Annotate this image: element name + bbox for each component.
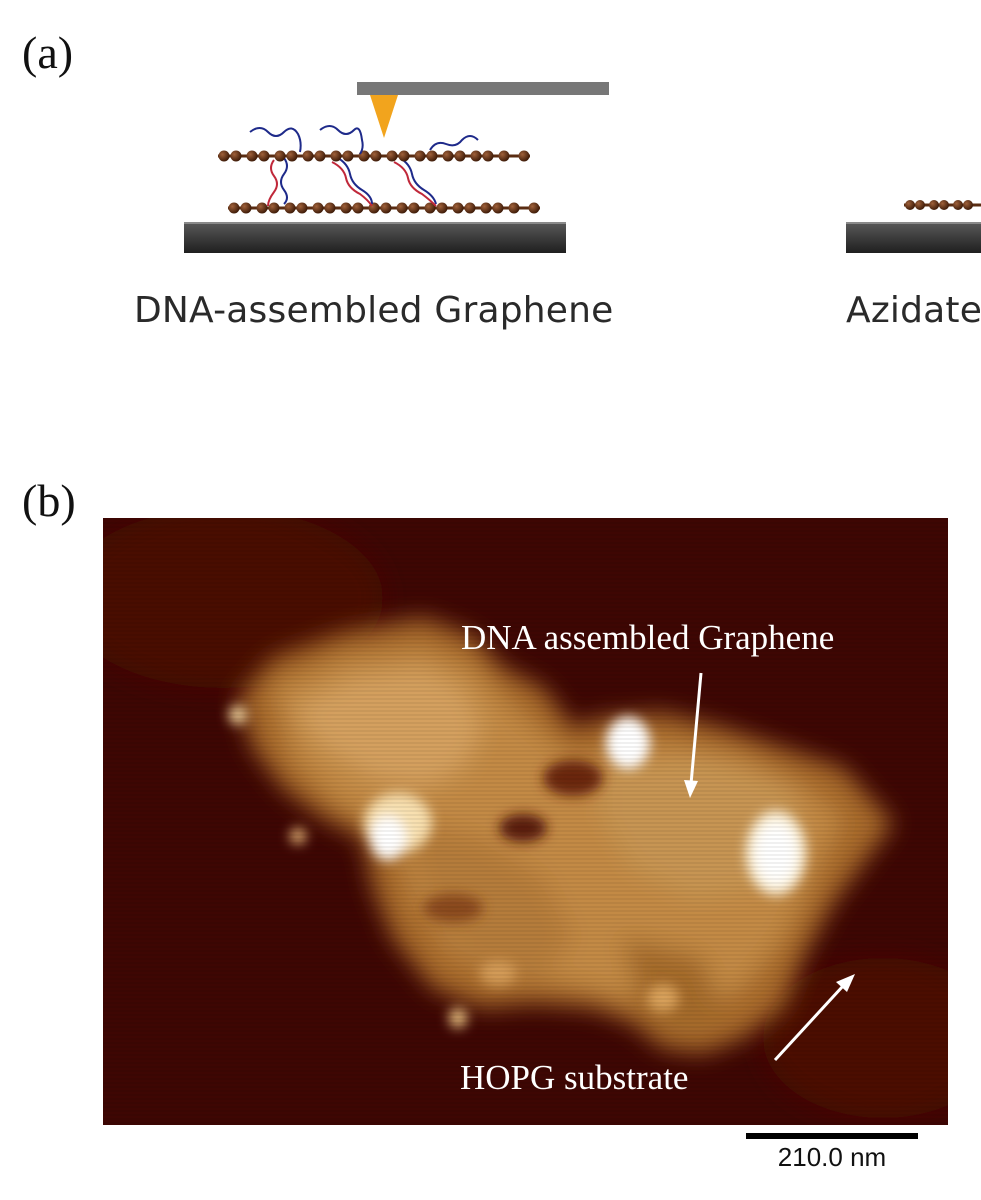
cantilever — [357, 82, 609, 95]
annotation-hopg-substrate: HOPG substrate — [460, 1058, 689, 1097]
panel-b-label: (b) — [22, 475, 76, 526]
substrate-left — [184, 222, 566, 253]
ssdna-strands — [249, 125, 479, 155]
panel-a-label: (a) — [22, 27, 74, 78]
caption-azidated: Azidate — [846, 290, 981, 331]
caption-dna-assembled-graphene: DNA-assembled Graphene — [134, 290, 614, 331]
graphene-layer-azidated — [904, 200, 981, 210]
scale-bar — [746, 1133, 918, 1139]
graphene-layer-lower — [228, 202, 540, 214]
annotation-dna-assembled-graphene: DNA assembled Graphene — [461, 618, 835, 657]
schematic-illustration — [184, 82, 981, 253]
scale-bar-label: 210.0 nm — [777, 1142, 887, 1172]
afm-topography — [103, 518, 948, 1125]
substrate-right — [846, 222, 981, 253]
afm-tip-icon — [370, 95, 398, 138]
graphene-layer-upper — [218, 150, 530, 162]
annotation-arrows — [684, 672, 855, 1062]
afm-image: DNA assembled Graphene HOPG substrate — [103, 518, 948, 1125]
dna-linkers — [267, 157, 437, 207]
